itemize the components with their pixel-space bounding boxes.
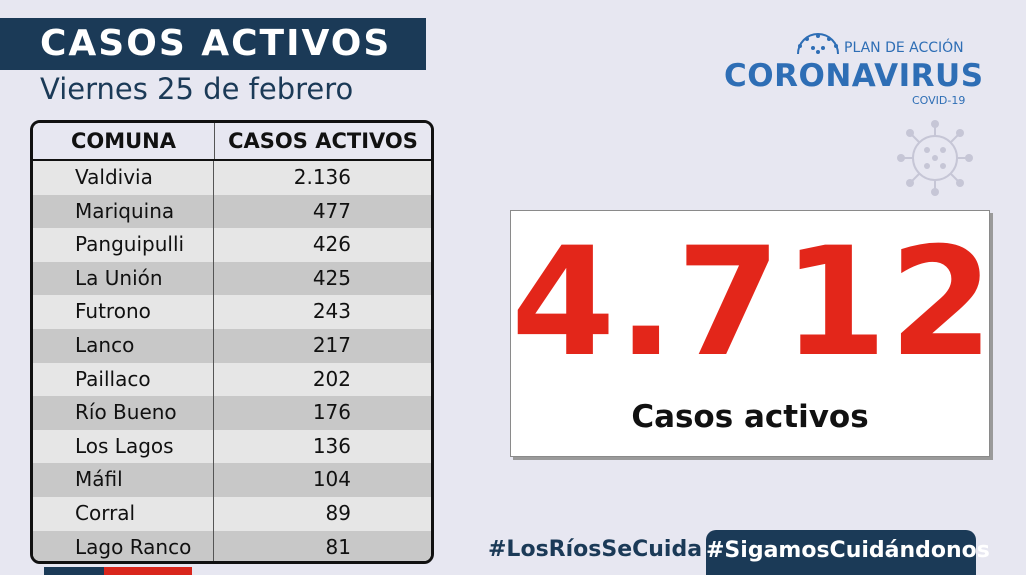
- comuna-cell: Corral: [33, 496, 214, 531]
- comuna-cell: Mariquina: [33, 194, 214, 229]
- comuna-cell: Los Lagos: [33, 429, 214, 464]
- casos-cell: 426: [312, 232, 351, 257]
- casos-cell: 81: [325, 534, 351, 559]
- comuna-cell: Lago Ranco: [33, 530, 214, 561]
- column-header-comuna: COMUNA: [33, 123, 215, 159]
- page-subtitle: Viernes 25 de febrero: [40, 72, 354, 106]
- virus-icon: [897, 120, 973, 196]
- comuna-cell: Máfil: [33, 463, 214, 497]
- comuna-cell: Paillaco: [33, 362, 214, 397]
- table-row: Panguipulli 426: [33, 228, 431, 262]
- table-row: Corral 89: [33, 496, 431, 531]
- logo-plan-text: PLAN DE ACCIÓN: [844, 40, 964, 56]
- table-row: Futrono 243: [33, 295, 431, 329]
- casos-cell: 136: [312, 433, 351, 458]
- comuna-cell: Lanco: [33, 328, 214, 363]
- casos-cell: 89: [325, 500, 351, 525]
- comuna-cell: Valdivia: [33, 161, 214, 195]
- comuna-cell: La Unión: [33, 261, 214, 296]
- comuna-cell: Futrono: [33, 295, 214, 329]
- casos-cell: 2.136: [293, 165, 351, 189]
- logo-covid-text: COVID-19: [912, 94, 966, 107]
- casos-cell: 104: [312, 467, 351, 492]
- table-body: Valdivia 2.136 Mariquina 477 Panguipulli 426 L…: [33, 161, 431, 561]
- title-banner: [0, 18, 426, 70]
- table-row: Paillaco 202: [33, 362, 431, 397]
- comuna-cell: Río Bueno: [33, 396, 214, 430]
- casos-cell: 243: [312, 299, 351, 324]
- hashtag-los-rios: #LosRíosSeCuida: [488, 537, 703, 562]
- table-row: Mariquina 477: [33, 194, 431, 229]
- plan-coronavirus-logo: PLAN DE ACCIÓN CORONAVIRUS COVID-19: [720, 30, 983, 110]
- casos-cell: 217: [312, 332, 351, 357]
- table-row: Río Bueno 176: [33, 396, 431, 430]
- footer-stripe-red: [104, 567, 192, 575]
- footer-stripe-blue: [44, 567, 104, 575]
- hashtag-sigamos: #SigamosCuidándonos: [706, 530, 990, 575]
- cases-table: COMUNA CASOS ACTIVOS Valdivia 2.136 Mariqu…: [30, 120, 434, 564]
- total-cases-label: Casos activos: [631, 399, 869, 435]
- logo-coronavirus-text: CORONAVIRUS: [724, 58, 984, 94]
- table-row: Máfil 104: [33, 463, 431, 497]
- total-cases-card: 4.712 Casos activos: [510, 210, 996, 457]
- casos-cell: 425: [312, 265, 351, 290]
- virus-icon: [797, 33, 839, 55]
- casos-cell: 477: [312, 198, 351, 223]
- casos-cell: 176: [312, 400, 351, 425]
- column-header-casos: CASOS ACTIVOS: [228, 129, 418, 153]
- page-title: CASOS ACTIVOS: [40, 23, 392, 64]
- table-row: Los Lagos 136: [33, 429, 431, 464]
- table-row: Lanco 217: [33, 328, 431, 363]
- comuna-cell: Panguipulli: [33, 228, 214, 262]
- table-row: Valdivia 2.136: [33, 161, 431, 195]
- casos-cell: 202: [312, 366, 351, 391]
- table-row: La Unión 425: [33, 261, 431, 296]
- table-row: Lago Ranco 81: [33, 530, 431, 561]
- total-cases-number: 4.712: [511, 216, 996, 390]
- table-header: COMUNA CASOS ACTIVOS: [33, 123, 431, 161]
